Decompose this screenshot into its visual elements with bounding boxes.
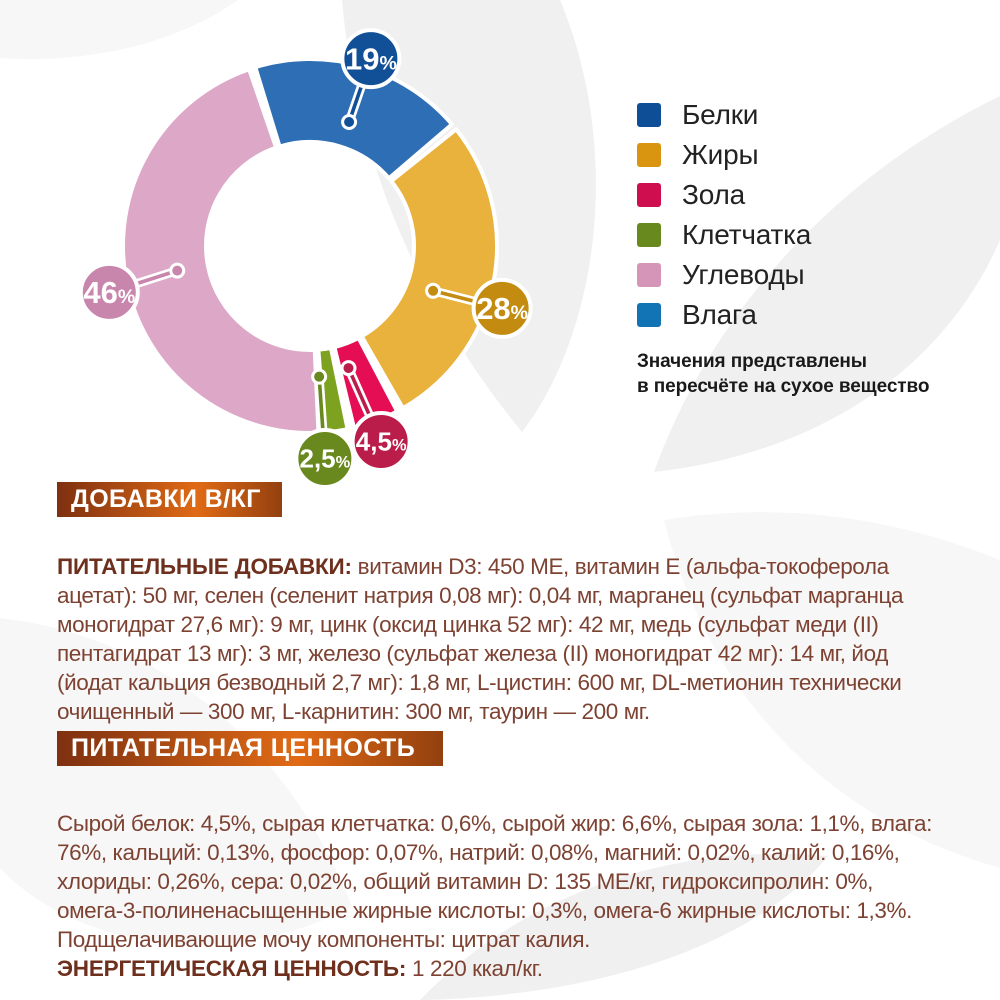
callout-dot — [425, 282, 442, 299]
segment-percent-label: 28% — [476, 291, 528, 326]
donut-callout-3: 2,5% — [294, 368, 356, 489]
callout-dot — [341, 114, 358, 131]
segment-percent-label: 4,5% — [356, 426, 407, 456]
legend-label: Влага — [682, 299, 757, 330]
section-header-nutrition: ПИТАТЕЛЬНАЯ ЦЕННОСТЬ — [57, 731, 443, 766]
callout-bubble — [471, 277, 533, 339]
nutrition-text: Сырой белок: 4,5%, сырая клетчатка: 0,6%… — [57, 810, 933, 952]
legend-label: Жиры — [682, 139, 759, 170]
callout-dot — [169, 262, 186, 279]
energy-value: 1 220 ккал/кг. — [406, 955, 543, 981]
section-title: ДОБАВКИ В/КГ — [71, 485, 261, 513]
additives-lead: ПИТАТЕЛЬНЫЕ ДОБАВКИ: — [57, 553, 352, 579]
section-title: ПИТАТЕЛЬНАЯ ЦЕННОСТЬ — [71, 734, 416, 762]
section-header-additives: ДОБАВКИ В/КГ — [57, 482, 282, 517]
legend-label: Зола — [682, 179, 745, 210]
legend-swatch-ash — [637, 183, 661, 207]
donut-callout-4: 46% — [78, 261, 186, 323]
donut-chart: 19% 28% 4,5%2,5% 46% — [78, 28, 533, 489]
donut-segment-4 — [121, 67, 321, 435]
legend-label: Углеводы — [682, 259, 805, 290]
callout-dot — [311, 368, 328, 385]
callout-bubble — [340, 28, 402, 90]
energy-line: ЭНЕРГЕТИЧЕСКАЯ ЦЕННОСТЬ: 1 220 ккал/кг. — [57, 954, 957, 983]
callout-bubble — [78, 261, 140, 323]
nutrition-paragraph: Сырой белок: 4,5%, сырая клетчатка: 0,6%… — [57, 809, 957, 983]
legend-swatch-fiber — [637, 223, 661, 247]
chart-legend: Белки Жиры Зола Клетчатка Углеводы Влага — [637, 95, 811, 335]
segment-percent-label: 46% — [83, 275, 135, 310]
legend-item-ash: Зола — [637, 175, 811, 215]
chart-note-line2: в пересчёте на сухое вещество — [637, 376, 930, 397]
energy-lead: ЭНЕРГЕТИЧЕСКАЯ ЦЕННОСТЬ: — [57, 955, 407, 981]
legend-label: Белки — [682, 99, 759, 130]
legend-swatch-carbs — [637, 263, 661, 287]
additives-paragraph: ПИТАТЕЛЬНЫЕ ДОБАВКИ: витамин D3: 450 МЕ,… — [57, 552, 957, 726]
callout-bubble — [294, 427, 356, 489]
donut-callout-0: 19% — [340, 28, 402, 131]
segment-percent-label: 2,5% — [300, 443, 351, 473]
legend-swatch-fats — [637, 143, 661, 167]
legend-item-carbs: Углеводы — [637, 255, 811, 295]
segment-percent-label: 19% — [345, 41, 397, 76]
callout-bubble — [350, 410, 412, 472]
additives-text: витамин D3: 450 МЕ, витамин Е (альфа-ток… — [57, 553, 904, 724]
legend-swatch-proteins — [637, 103, 661, 127]
chart-note: Значения представлены в пересчёте на сух… — [637, 349, 929, 399]
legend-item-fiber: Клетчатка — [637, 215, 811, 255]
legend-item-fats: Жиры — [637, 135, 811, 175]
donut-segment-1 — [359, 127, 499, 411]
legend-swatch-moisture — [637, 303, 661, 327]
legend-item-proteins: Белки — [637, 95, 811, 135]
chart-note-line1: Значения представлены — [637, 351, 867, 372]
legend-item-moisture: Влага — [637, 295, 811, 335]
donut-callout-1: 28% — [425, 277, 533, 339]
legend-label: Клетчатка — [682, 219, 812, 250]
donut-callout-2: 4,5% — [340, 360, 412, 472]
callout-dot — [340, 360, 357, 377]
